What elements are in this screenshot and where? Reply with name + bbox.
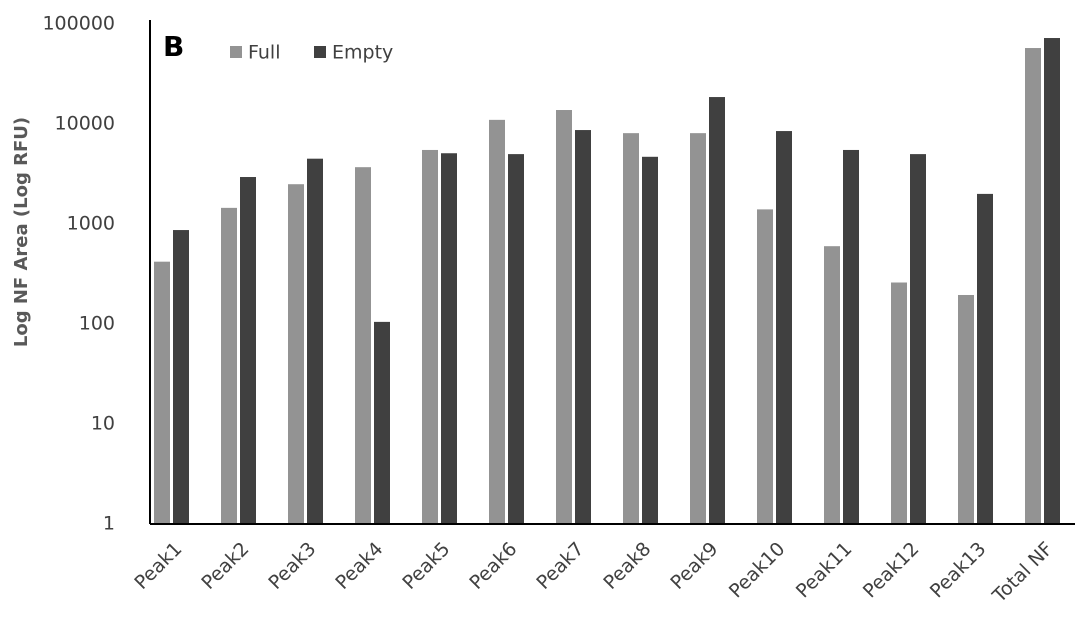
y-axis-title: Log NF Area (Log RFU) — [11, 117, 32, 347]
x-tick-label: Peak6 — [465, 538, 521, 594]
x-tick-label: Peak7 — [532, 538, 588, 594]
bar — [910, 154, 926, 524]
x-tick-label: Peak1 — [130, 538, 186, 594]
x-tick-label: Peak8 — [599, 538, 655, 594]
x-tick-label: Peak10 — [725, 538, 790, 603]
bar — [891, 282, 907, 524]
bar — [422, 149, 438, 524]
y-tick-label: 10 — [91, 413, 115, 435]
x-tick-label: Peak12 — [859, 538, 924, 603]
legend-label: Empty — [332, 42, 393, 64]
bar — [958, 294, 974, 524]
x-tick-label: Peak5 — [398, 538, 454, 594]
bar — [642, 156, 658, 524]
y-tick-label: 100 — [79, 313, 115, 335]
legend-swatch — [230, 46, 242, 58]
bar — [709, 97, 725, 524]
x-tick-label: Total NF — [988, 538, 1058, 608]
y-tick-label: 10000 — [55, 113, 115, 135]
y-tick-label: 1000 — [67, 213, 115, 235]
bar — [508, 154, 524, 524]
bar — [556, 110, 572, 525]
legend-label: Full — [248, 42, 281, 64]
bar — [307, 158, 323, 524]
y-tick-label: 100000 — [42, 13, 115, 35]
bar — [977, 193, 993, 524]
x-tick-label: Peak9 — [666, 538, 722, 594]
panel-label: B — [163, 30, 184, 63]
bar — [288, 184, 304, 524]
bar — [690, 133, 706, 525]
bar — [489, 119, 505, 525]
bar — [1025, 48, 1041, 525]
bar — [240, 177, 256, 524]
bar — [154, 261, 170, 524]
bar — [824, 246, 840, 524]
bar — [623, 133, 639, 525]
bar — [355, 167, 371, 525]
y-tick-label: 1 — [103, 513, 115, 535]
bar — [441, 153, 457, 524]
bar — [221, 207, 237, 524]
bar — [757, 209, 773, 524]
bar — [776, 131, 792, 524]
x-tick-label: Peak3 — [264, 538, 320, 594]
legend-swatch — [314, 46, 326, 58]
x-tick-label: Peak4 — [331, 538, 387, 594]
x-tick-label: Peak13 — [926, 538, 991, 603]
bar — [843, 149, 859, 524]
x-tick-label: Peak2 — [197, 538, 253, 594]
bar — [575, 130, 591, 524]
bar — [1044, 38, 1060, 524]
x-tick-label: Peak11 — [792, 538, 857, 603]
bar — [173, 230, 189, 524]
bar — [374, 321, 390, 524]
